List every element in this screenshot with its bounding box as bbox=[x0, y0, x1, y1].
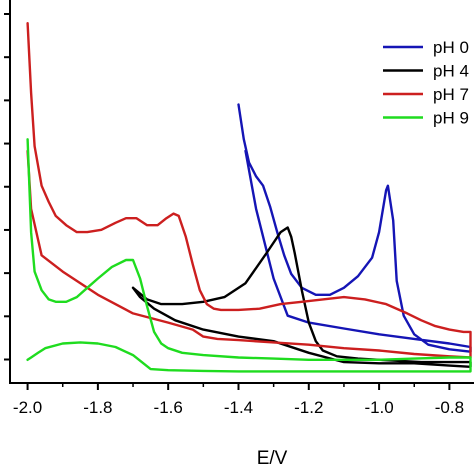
series-line-ph-4 bbox=[131, 226, 472, 368]
x-tick-label: -1.6 bbox=[154, 398, 183, 417]
x-tick-label: -1.4 bbox=[224, 398, 253, 417]
legend-label: pH 4 bbox=[433, 62, 469, 81]
series-line-ph-9 bbox=[26, 138, 472, 373]
axes: -2.0 -1.8 -1.6 -1.4 -1.2 -1.0 -0.8 bbox=[4, 0, 474, 417]
legend: pH 0 pH 4 pH 7 pH 9 bbox=[383, 38, 469, 128]
x-tick-label: -1.2 bbox=[294, 398, 323, 417]
x-axis-title: E/V bbox=[257, 448, 288, 469]
x-tick-label: -2.0 bbox=[13, 398, 42, 417]
legend-label: pH 0 bbox=[433, 38, 469, 57]
x-tick-label: -1.8 bbox=[83, 398, 112, 417]
x-tick-label: -1.0 bbox=[364, 398, 393, 417]
series-line-ph-0 bbox=[237, 103, 472, 353]
series-line-ph-7 bbox=[26, 22, 472, 359]
legend-label: pH 9 bbox=[433, 109, 469, 128]
x-tick-label: -0.8 bbox=[435, 398, 464, 417]
legend-label: pH 7 bbox=[433, 85, 469, 104]
series-layer bbox=[26, 22, 472, 373]
